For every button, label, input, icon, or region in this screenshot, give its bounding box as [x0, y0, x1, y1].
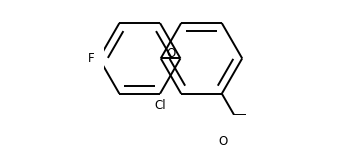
Text: Cl: Cl — [154, 99, 166, 112]
Text: F: F — [88, 52, 94, 65]
Text: O: O — [166, 47, 175, 60]
Text: O: O — [218, 135, 228, 148]
